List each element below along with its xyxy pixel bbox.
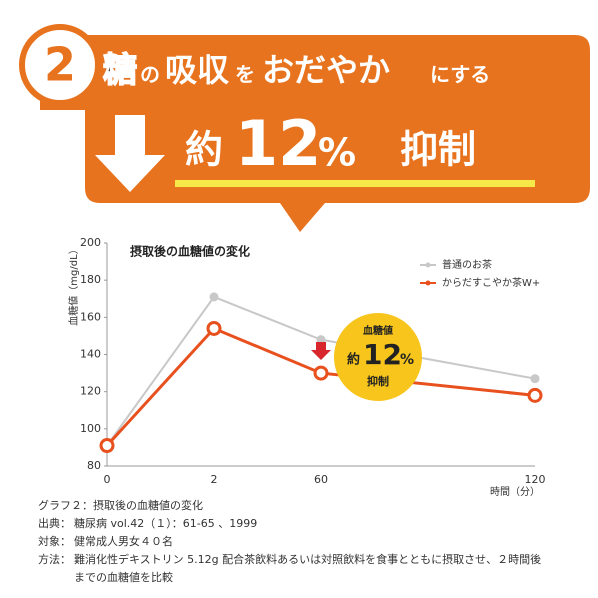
down-arrow [95,115,165,192]
badge-number: 2 [44,38,76,92]
data-point [206,320,222,336]
x-tick-label: 0 [104,473,111,486]
legend-marker [425,280,431,286]
headline-big: 約 [185,128,223,172]
annotation-text: 約 [347,352,360,368]
y-tick-label: 80 [87,459,101,472]
y-tick-label: 120 [80,385,101,398]
headline-text: の [140,63,160,87]
x-axis-label: 時間（分） [490,486,540,498]
annotation-text: 抑制 [367,374,389,388]
x-tick-label: 120 [525,473,546,486]
annotation-bubble [334,313,422,401]
annotation-arrow [311,342,331,360]
headline-big: 12 [235,107,321,180]
headline-word: 糖 [103,51,137,91]
data-point [527,387,543,403]
annotation-text: 血糖値 [363,324,393,337]
data-point [209,292,219,302]
data-point [530,374,540,384]
y-tick-label: 180 [80,273,101,286]
legend-marker [425,262,431,268]
y-tick-label: 200 [80,236,101,249]
chart-title: 摂取後の血糖値の変化 [130,244,250,259]
y-tick-label: 140 [80,348,101,361]
headline-big: 抑制 [400,128,476,172]
headline-text: を [235,63,255,87]
note-text: 糖尿病 vol.42（１）：61-65 、1999 [74,516,257,530]
legend-label: からだすこやか茶W+ [442,276,540,289]
annotation-text: 12 [363,338,402,371]
note-label: 出典： [38,516,71,530]
note-text: 健常成人男女４０名 [74,534,173,548]
note-label: 対象： [38,534,71,548]
y-tick-label: 100 [80,422,101,435]
y-tick-label: 160 [80,310,101,323]
x-tick-label: 60 [314,473,328,486]
x-tick-label: 2 [211,473,218,486]
series-line [105,326,536,447]
headline-big: % [318,131,356,175]
legend-label: 普通のお茶 [442,258,492,271]
annotation-text: % [400,352,414,368]
data-point [99,438,115,454]
note-label: 方法： [38,552,71,566]
note-title: グラフ２：摂取後の血糖値の変化 [38,498,203,512]
data-point [313,365,329,381]
note-text: 難消化性デキストリン 5.12g 配合茶飲料あるいは対照飲料を食事とともに摂取さ… [74,552,541,566]
headline-text: にする [430,63,490,87]
badge [19,24,101,106]
headline-text: 吸収 [165,51,229,89]
series-line [106,295,536,447]
note-text: までの血糖値を比較 [74,570,173,584]
headline-text: おだやか [262,51,390,89]
y-axis-label: 血糖値（mg/dL） [67,244,80,325]
underline [175,180,535,187]
